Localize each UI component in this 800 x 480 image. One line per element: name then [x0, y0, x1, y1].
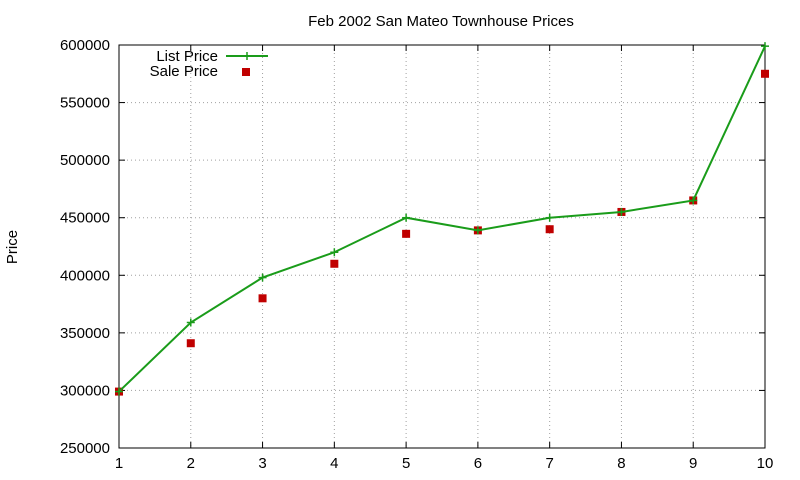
sale-price-point [258, 294, 267, 303]
list-price-point [617, 207, 626, 216]
grid [119, 45, 765, 448]
y-tick-label: 600000 [60, 37, 110, 54]
x-tick-label: 1 [115, 455, 123, 472]
x-tick-label: 2 [187, 455, 195, 472]
list-price-point [402, 213, 411, 222]
y-tick-label: 400000 [60, 267, 110, 284]
sale-price-point [761, 69, 769, 78]
y-tick-label: 450000 [60, 210, 110, 227]
y-tick-label: 350000 [60, 325, 110, 342]
sale-price-point [545, 225, 554, 234]
x-tick-label: 6 [474, 455, 482, 472]
y-tick-label: 550000 [60, 95, 110, 112]
y-axis-label: Price [4, 230, 21, 264]
list-price-point [330, 248, 339, 257]
list-price-point [258, 273, 267, 282]
y-tick-label: 500000 [60, 152, 110, 169]
axis-ticks: 1 2 3 4 5 6 7 8 9 10 250000 300000 350000 400000 45000… [60, 37, 773, 472]
chart-title: Feb 2002 San Mateo Townhouse Prices [308, 13, 574, 30]
sale-price-point [402, 229, 411, 238]
sale-price-point [186, 339, 195, 348]
legend-marker-sale-price [242, 68, 250, 76]
x-tick-label: 4 [330, 455, 338, 472]
x-tick-label: 7 [545, 455, 553, 472]
x-tick-label: 10 [757, 455, 774, 472]
legend-marker-list-price [243, 52, 251, 60]
legend-label-list-price: List Price [156, 48, 218, 65]
sale-price-point [330, 259, 339, 268]
y-tick-label: 300000 [60, 382, 110, 399]
series-layer [115, 42, 769, 396]
y-tick-label: 250000 [60, 440, 110, 457]
list-price-line [118, 45, 766, 393]
list-price-point [186, 318, 195, 327]
list-price-point [473, 226, 482, 235]
list-price-point [761, 42, 769, 51]
x-tick-label: 9 [689, 455, 697, 472]
legend-label-sale-price: Sale Price [150, 63, 218, 80]
list-price-point [689, 196, 698, 205]
x-tick-label: 5 [402, 455, 410, 472]
list-price-point [115, 387, 123, 396]
plot-frame [118, 44, 766, 449]
legend-plus-marker [243, 52, 251, 60]
x-tick-label: 3 [258, 455, 266, 472]
x-tick-label: 8 [617, 455, 625, 472]
list-price-point [545, 213, 554, 222]
legend: List Price Sale Price [150, 48, 268, 80]
